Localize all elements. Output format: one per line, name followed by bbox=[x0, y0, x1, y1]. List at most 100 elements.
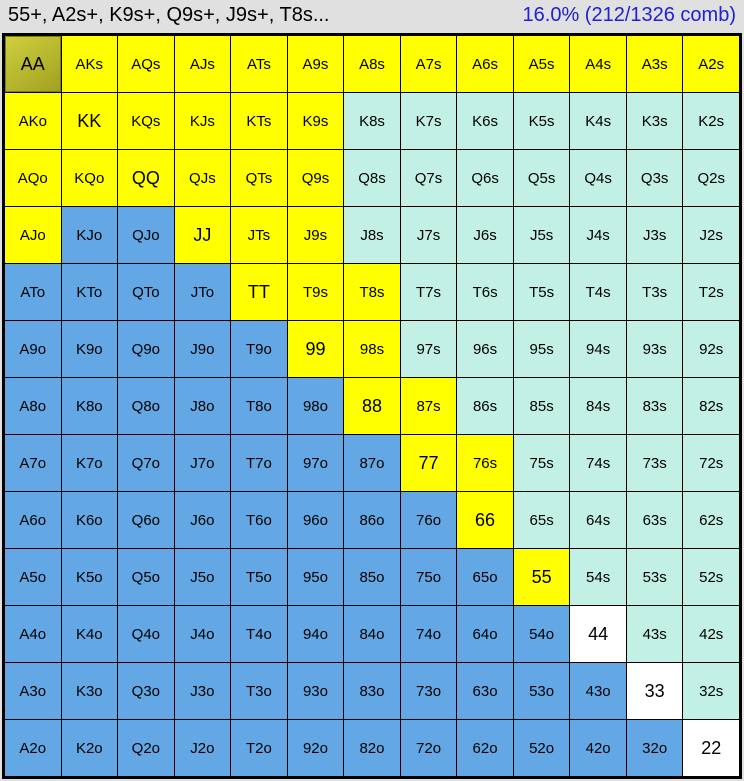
hand-T9o[interactable]: T9o bbox=[231, 321, 287, 377]
hand-Q7o[interactable]: Q7o bbox=[118, 435, 174, 491]
hand-33[interactable]: 33 bbox=[627, 663, 683, 719]
hand-Q3o[interactable]: Q3o bbox=[118, 663, 174, 719]
hand-TT[interactable]: TT bbox=[231, 264, 287, 320]
hand-54s[interactable]: 54s bbox=[570, 549, 626, 605]
hand-K3s[interactable]: K3s bbox=[627, 93, 683, 149]
hand-73s[interactable]: 73s bbox=[627, 435, 683, 491]
hand-T6o[interactable]: T6o bbox=[231, 492, 287, 548]
hand-87s[interactable]: 87s bbox=[401, 378, 457, 434]
hand-A2s[interactable]: A2s bbox=[683, 36, 739, 92]
hand-22[interactable]: 22 bbox=[683, 720, 739, 776]
hand-32o[interactable]: 32o bbox=[627, 720, 683, 776]
hand-J2s[interactable]: J2s bbox=[683, 207, 739, 263]
hand-Q9o[interactable]: Q9o bbox=[118, 321, 174, 377]
hand-99[interactable]: 99 bbox=[288, 321, 344, 377]
hand-QJs[interactable]: QJs bbox=[175, 150, 231, 206]
hand-A8o[interactable]: A8o bbox=[5, 378, 61, 434]
hand-83s[interactable]: 83s bbox=[627, 378, 683, 434]
hand-K6s[interactable]: K6s bbox=[457, 93, 513, 149]
hand-Q8o[interactable]: Q8o bbox=[118, 378, 174, 434]
hand-A6o[interactable]: A6o bbox=[5, 492, 61, 548]
hand-Q2o[interactable]: Q2o bbox=[118, 720, 174, 776]
hand-T6s[interactable]: T6s bbox=[457, 264, 513, 320]
hand-J6s[interactable]: J6s bbox=[457, 207, 513, 263]
hand-54o[interactable]: 54o bbox=[514, 606, 570, 662]
hand-QQ[interactable]: QQ bbox=[118, 150, 174, 206]
hand-J6o[interactable]: J6o bbox=[175, 492, 231, 548]
hand-JTo[interactable]: JTo bbox=[175, 264, 231, 320]
hand-A9s[interactable]: A9s bbox=[288, 36, 344, 92]
hand-64s[interactable]: 64s bbox=[570, 492, 626, 548]
hand-J3s[interactable]: J3s bbox=[627, 207, 683, 263]
hand-Q3s[interactable]: Q3s bbox=[627, 150, 683, 206]
hand-K9o[interactable]: K9o bbox=[62, 321, 118, 377]
hand-53o[interactable]: 53o bbox=[514, 663, 570, 719]
hand-84s[interactable]: 84s bbox=[570, 378, 626, 434]
hand-J7o[interactable]: J7o bbox=[175, 435, 231, 491]
hand-A7s[interactable]: A7s bbox=[401, 36, 457, 92]
hand-K8s[interactable]: K8s bbox=[344, 93, 400, 149]
hand-JTs[interactable]: JTs bbox=[231, 207, 287, 263]
hand-K5o[interactable]: K5o bbox=[62, 549, 118, 605]
hand-85s[interactable]: 85s bbox=[514, 378, 570, 434]
hand-J5s[interactable]: J5s bbox=[514, 207, 570, 263]
hand-KJs[interactable]: KJs bbox=[175, 93, 231, 149]
hand-A3o[interactable]: A3o bbox=[5, 663, 61, 719]
hand-J4s[interactable]: J4s bbox=[570, 207, 626, 263]
hand-A3s[interactable]: A3s bbox=[627, 36, 683, 92]
hand-72s[interactable]: 72s bbox=[683, 435, 739, 491]
hand-32s[interactable]: 32s bbox=[683, 663, 739, 719]
hand-A9o[interactable]: A9o bbox=[5, 321, 61, 377]
hand-82s[interactable]: 82s bbox=[683, 378, 739, 434]
hand-AA[interactable]: AA bbox=[5, 36, 61, 92]
hand-T9s[interactable]: T9s bbox=[288, 264, 344, 320]
hand-97s[interactable]: 97s bbox=[401, 321, 457, 377]
hand-42o[interactable]: 42o bbox=[570, 720, 626, 776]
hand-98o[interactable]: 98o bbox=[288, 378, 344, 434]
hand-66[interactable]: 66 bbox=[457, 492, 513, 548]
hand-62o[interactable]: 62o bbox=[457, 720, 513, 776]
hand-96o[interactable]: 96o bbox=[288, 492, 344, 548]
hand-Q6s[interactable]: Q6s bbox=[457, 150, 513, 206]
hand-AQo[interactable]: AQo bbox=[5, 150, 61, 206]
hand-Q8s[interactable]: Q8s bbox=[344, 150, 400, 206]
hand-A8s[interactable]: A8s bbox=[344, 36, 400, 92]
hand-J4o[interactable]: J4o bbox=[175, 606, 231, 662]
hand-QTo[interactable]: QTo bbox=[118, 264, 174, 320]
hand-J7s[interactable]: J7s bbox=[401, 207, 457, 263]
hand-93s[interactable]: 93s bbox=[627, 321, 683, 377]
hand-44[interactable]: 44 bbox=[570, 606, 626, 662]
hand-86o[interactable]: 86o bbox=[344, 492, 400, 548]
hand-75o[interactable]: 75o bbox=[401, 549, 457, 605]
hand-K8o[interactable]: K8o bbox=[62, 378, 118, 434]
hand-52o[interactable]: 52o bbox=[514, 720, 570, 776]
hand-83o[interactable]: 83o bbox=[344, 663, 400, 719]
hand-T5o[interactable]: T5o bbox=[231, 549, 287, 605]
hand-K4s[interactable]: K4s bbox=[570, 93, 626, 149]
hand-K9s[interactable]: K9s bbox=[288, 93, 344, 149]
hand-AJo[interactable]: AJo bbox=[5, 207, 61, 263]
hand-Q5s[interactable]: Q5s bbox=[514, 150, 570, 206]
hand-75s[interactable]: 75s bbox=[514, 435, 570, 491]
hand-63s[interactable]: 63s bbox=[627, 492, 683, 548]
hand-AKo[interactable]: AKo bbox=[5, 93, 61, 149]
hand-97o[interactable]: 97o bbox=[288, 435, 344, 491]
hand-74o[interactable]: 74o bbox=[401, 606, 457, 662]
hand-95o[interactable]: 95o bbox=[288, 549, 344, 605]
hand-72o[interactable]: 72o bbox=[401, 720, 457, 776]
hand-86s[interactable]: 86s bbox=[457, 378, 513, 434]
hand-KTo[interactable]: KTo bbox=[62, 264, 118, 320]
hand-T2s[interactable]: T2s bbox=[683, 264, 739, 320]
hand-76o[interactable]: 76o bbox=[401, 492, 457, 548]
hand-Q4s[interactable]: Q4s bbox=[570, 150, 626, 206]
hand-Q4o[interactable]: Q4o bbox=[118, 606, 174, 662]
hand-K2o[interactable]: K2o bbox=[62, 720, 118, 776]
hand-53s[interactable]: 53s bbox=[627, 549, 683, 605]
hand-96s[interactable]: 96s bbox=[457, 321, 513, 377]
hand-J8s[interactable]: J8s bbox=[344, 207, 400, 263]
hand-K5s[interactable]: K5s bbox=[514, 93, 570, 149]
hand-T3s[interactable]: T3s bbox=[627, 264, 683, 320]
hand-QTs[interactable]: QTs bbox=[231, 150, 287, 206]
hand-98s[interactable]: 98s bbox=[344, 321, 400, 377]
hand-64o[interactable]: 64o bbox=[457, 606, 513, 662]
